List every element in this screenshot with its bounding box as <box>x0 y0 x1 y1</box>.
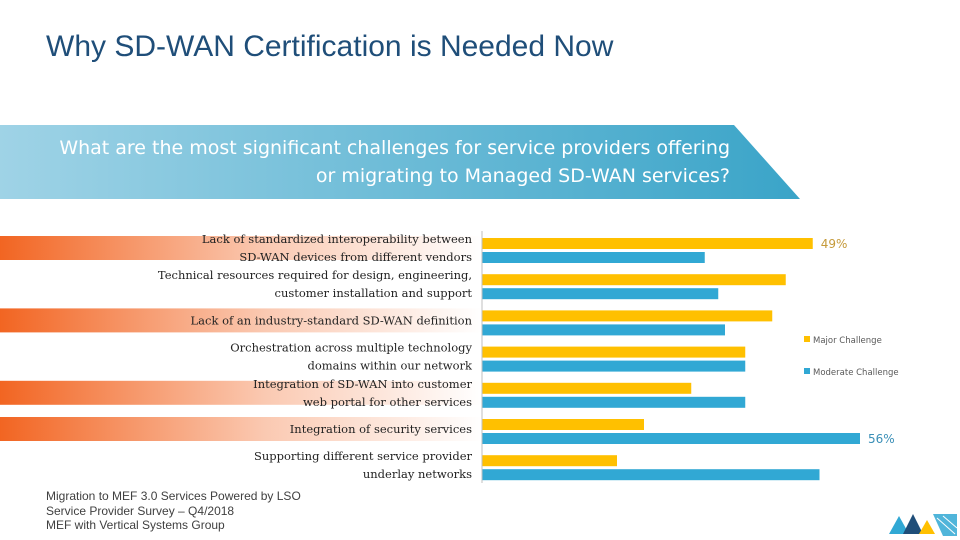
legend-label: Moderate Challenge <box>813 368 899 378</box>
bar-major <box>482 238 813 249</box>
legend-swatch <box>804 336 810 342</box>
row-stripe <box>0 236 482 260</box>
challenges-bar-chart: Lack of standardized interoperability be… <box>0 231 899 483</box>
bar-major <box>482 346 746 358</box>
bar-moderate <box>482 396 746 408</box>
category-label: Lack of standardized interoperability be… <box>202 232 473 246</box>
data-label: 49% <box>821 237 848 251</box>
category-label: Integration of SD-WAN into customer <box>253 377 472 391</box>
source-line: Service Provider Survey – Q4/2018 <box>46 503 235 518</box>
category-label: Supporting different service provider <box>254 449 473 463</box>
category-label: Technical resources required for design,… <box>158 268 472 282</box>
bar-moderate <box>482 469 820 481</box>
category-label: Lack of an industry-standard SD-WAN defi… <box>191 313 473 327</box>
bar-moderate <box>482 288 719 300</box>
survey-question: What are the most significant challenges… <box>59 137 730 187</box>
source-line: MEF with Vertical Systems Group <box>46 518 225 532</box>
legend-swatch <box>804 368 810 374</box>
category-label: web portal for other services <box>303 395 472 409</box>
bar-major <box>482 382 692 394</box>
category-label: underlay networks <box>363 467 472 481</box>
mef-logo-icon <box>889 514 957 536</box>
data-label: 56% <box>868 432 895 446</box>
bar-moderate <box>482 433 860 444</box>
bar-moderate <box>482 324 725 336</box>
bar-major <box>482 455 617 467</box>
category-label: Integration of security services <box>290 422 472 436</box>
bar-major <box>482 419 644 430</box>
row-stripe <box>0 417 482 441</box>
category-label: customer installation and support <box>275 286 473 300</box>
category-label: Orchestration across multiple technology <box>230 341 472 355</box>
bar-major <box>482 274 786 286</box>
row-stripe <box>0 308 482 333</box>
bar-major <box>482 310 773 322</box>
source-note: Migration to MEF 3.0 Services Powered by… <box>46 489 301 533</box>
row-stripe <box>0 380 482 405</box>
question-banner <box>0 125 800 199</box>
bar-moderate <box>482 252 705 263</box>
legend-label: Major Challenge <box>813 336 882 346</box>
source-line: Migration to MEF 3.0 Services Powered by… <box>46 489 301 503</box>
bar-moderate <box>482 360 746 372</box>
category-label: domains within our network <box>307 359 473 373</box>
category-label: SD-WAN devices from different vendors <box>239 250 472 264</box>
page-title: Why SD-WAN Certification is Needed Now <box>46 30 614 63</box>
